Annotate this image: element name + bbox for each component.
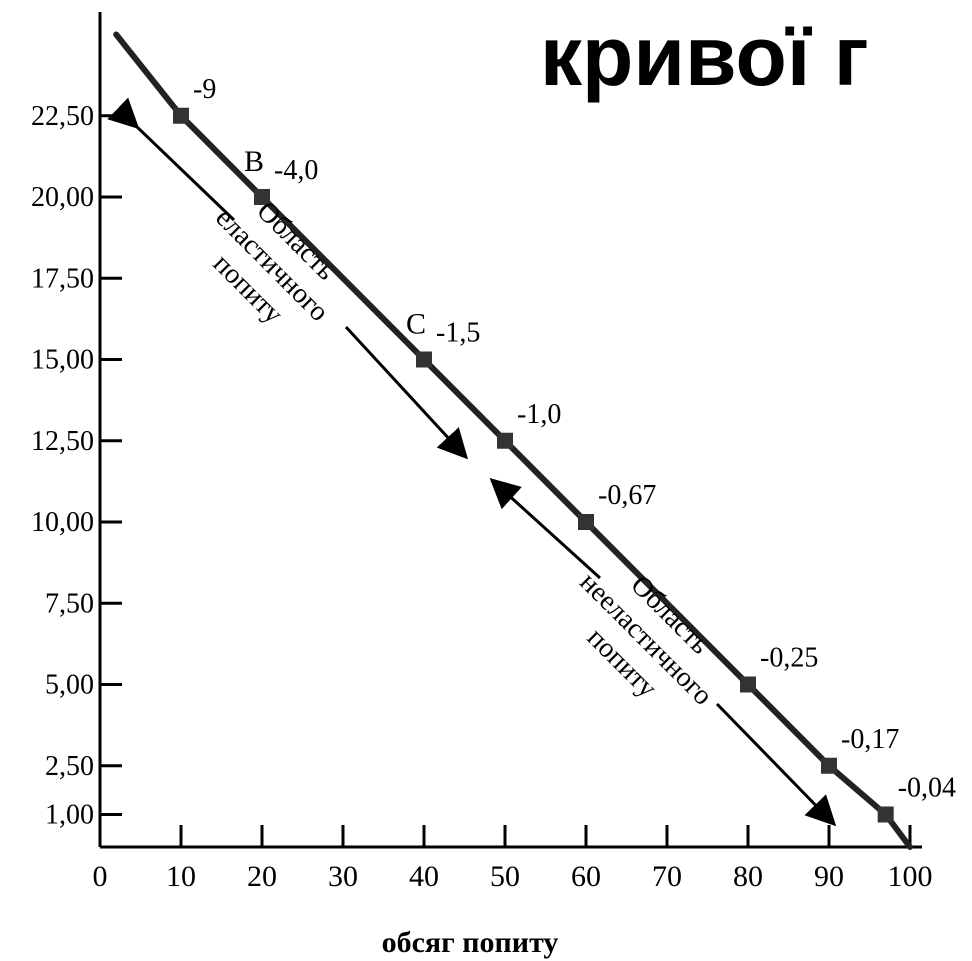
x-tick-label: 0 xyxy=(93,860,108,893)
data-point-marker xyxy=(497,432,513,449)
elasticity-label: -0,25 xyxy=(760,643,818,674)
elasticity-label: -4,0 xyxy=(274,155,318,186)
y-tick-label: 15,00 xyxy=(31,345,94,376)
elasticity-label: -1,0 xyxy=(517,399,561,430)
x-tick-label: 80 xyxy=(733,860,763,893)
elastic-arrow-start xyxy=(107,97,236,222)
elasticity-label: -0,17 xyxy=(841,724,899,755)
x-tick-label: 30 xyxy=(328,860,358,893)
region-arrows xyxy=(107,97,837,827)
y-tick-label: 1,00 xyxy=(45,800,94,831)
data-point-marker xyxy=(877,806,894,823)
y-tick-label: 20,00 xyxy=(31,182,94,213)
x-tick-label: 100 xyxy=(888,860,933,893)
x-axis-label: обсяг попиту xyxy=(382,926,559,959)
data-point-marker xyxy=(416,351,432,368)
point-letter-label: C xyxy=(406,308,426,341)
y-tick-label: 12,50 xyxy=(31,426,94,457)
elasticity-label: -1,5 xyxy=(436,318,480,349)
axes xyxy=(98,12,922,849)
y-tick-label: 10,00 xyxy=(31,507,94,538)
y-tick-label: 22,50 xyxy=(31,101,94,132)
x-tick-label: 20 xyxy=(247,860,277,893)
point-letter-label: B xyxy=(244,145,264,178)
x-tick-label: 90 xyxy=(814,860,844,893)
inelastic-arrow-start xyxy=(489,477,602,580)
elasticity-label: -0,67 xyxy=(598,480,656,511)
inelastic-arrow-end xyxy=(715,702,837,827)
y-tick-label: 2,50 xyxy=(45,751,94,782)
y-tick-label: 17,50 xyxy=(31,263,94,294)
x-tick-label: 60 xyxy=(571,860,601,893)
demand-line xyxy=(113,31,913,850)
elastic-arrow-end xyxy=(344,325,469,460)
x-tick-label: 70 xyxy=(652,860,682,893)
page-title: кривої г xyxy=(540,9,869,103)
x-ticks: 0 10 20 30 40 50 60 70 80 90 100 xyxy=(93,825,933,893)
data-point-marker xyxy=(578,514,594,530)
y-ticks: 1,00 2,50 5,00 7,50 10,00 12,50 15,00 17,50 20,0… xyxy=(31,101,122,831)
x-tick-label: 10 xyxy=(166,860,196,893)
data-point-marker xyxy=(740,676,756,693)
point-labels: -9 -4,0 B -1,5 C -1,0 -0,67 -0,25 -0,17 -0,04 xyxy=(193,74,956,804)
x-tick-label: 50 xyxy=(490,860,520,893)
series-lines xyxy=(113,31,913,850)
y-tick-label: 7,50 xyxy=(45,588,94,619)
data-point-marker xyxy=(173,107,189,124)
data-point-marker xyxy=(254,189,270,205)
x-tick-label: 40 xyxy=(409,860,439,893)
data-points xyxy=(173,107,894,823)
elasticity-label: -0,04 xyxy=(898,773,956,804)
data-point-marker xyxy=(821,757,837,774)
y-tick-label: 5,00 xyxy=(45,670,94,701)
elasticity-label: -9 xyxy=(193,74,216,105)
